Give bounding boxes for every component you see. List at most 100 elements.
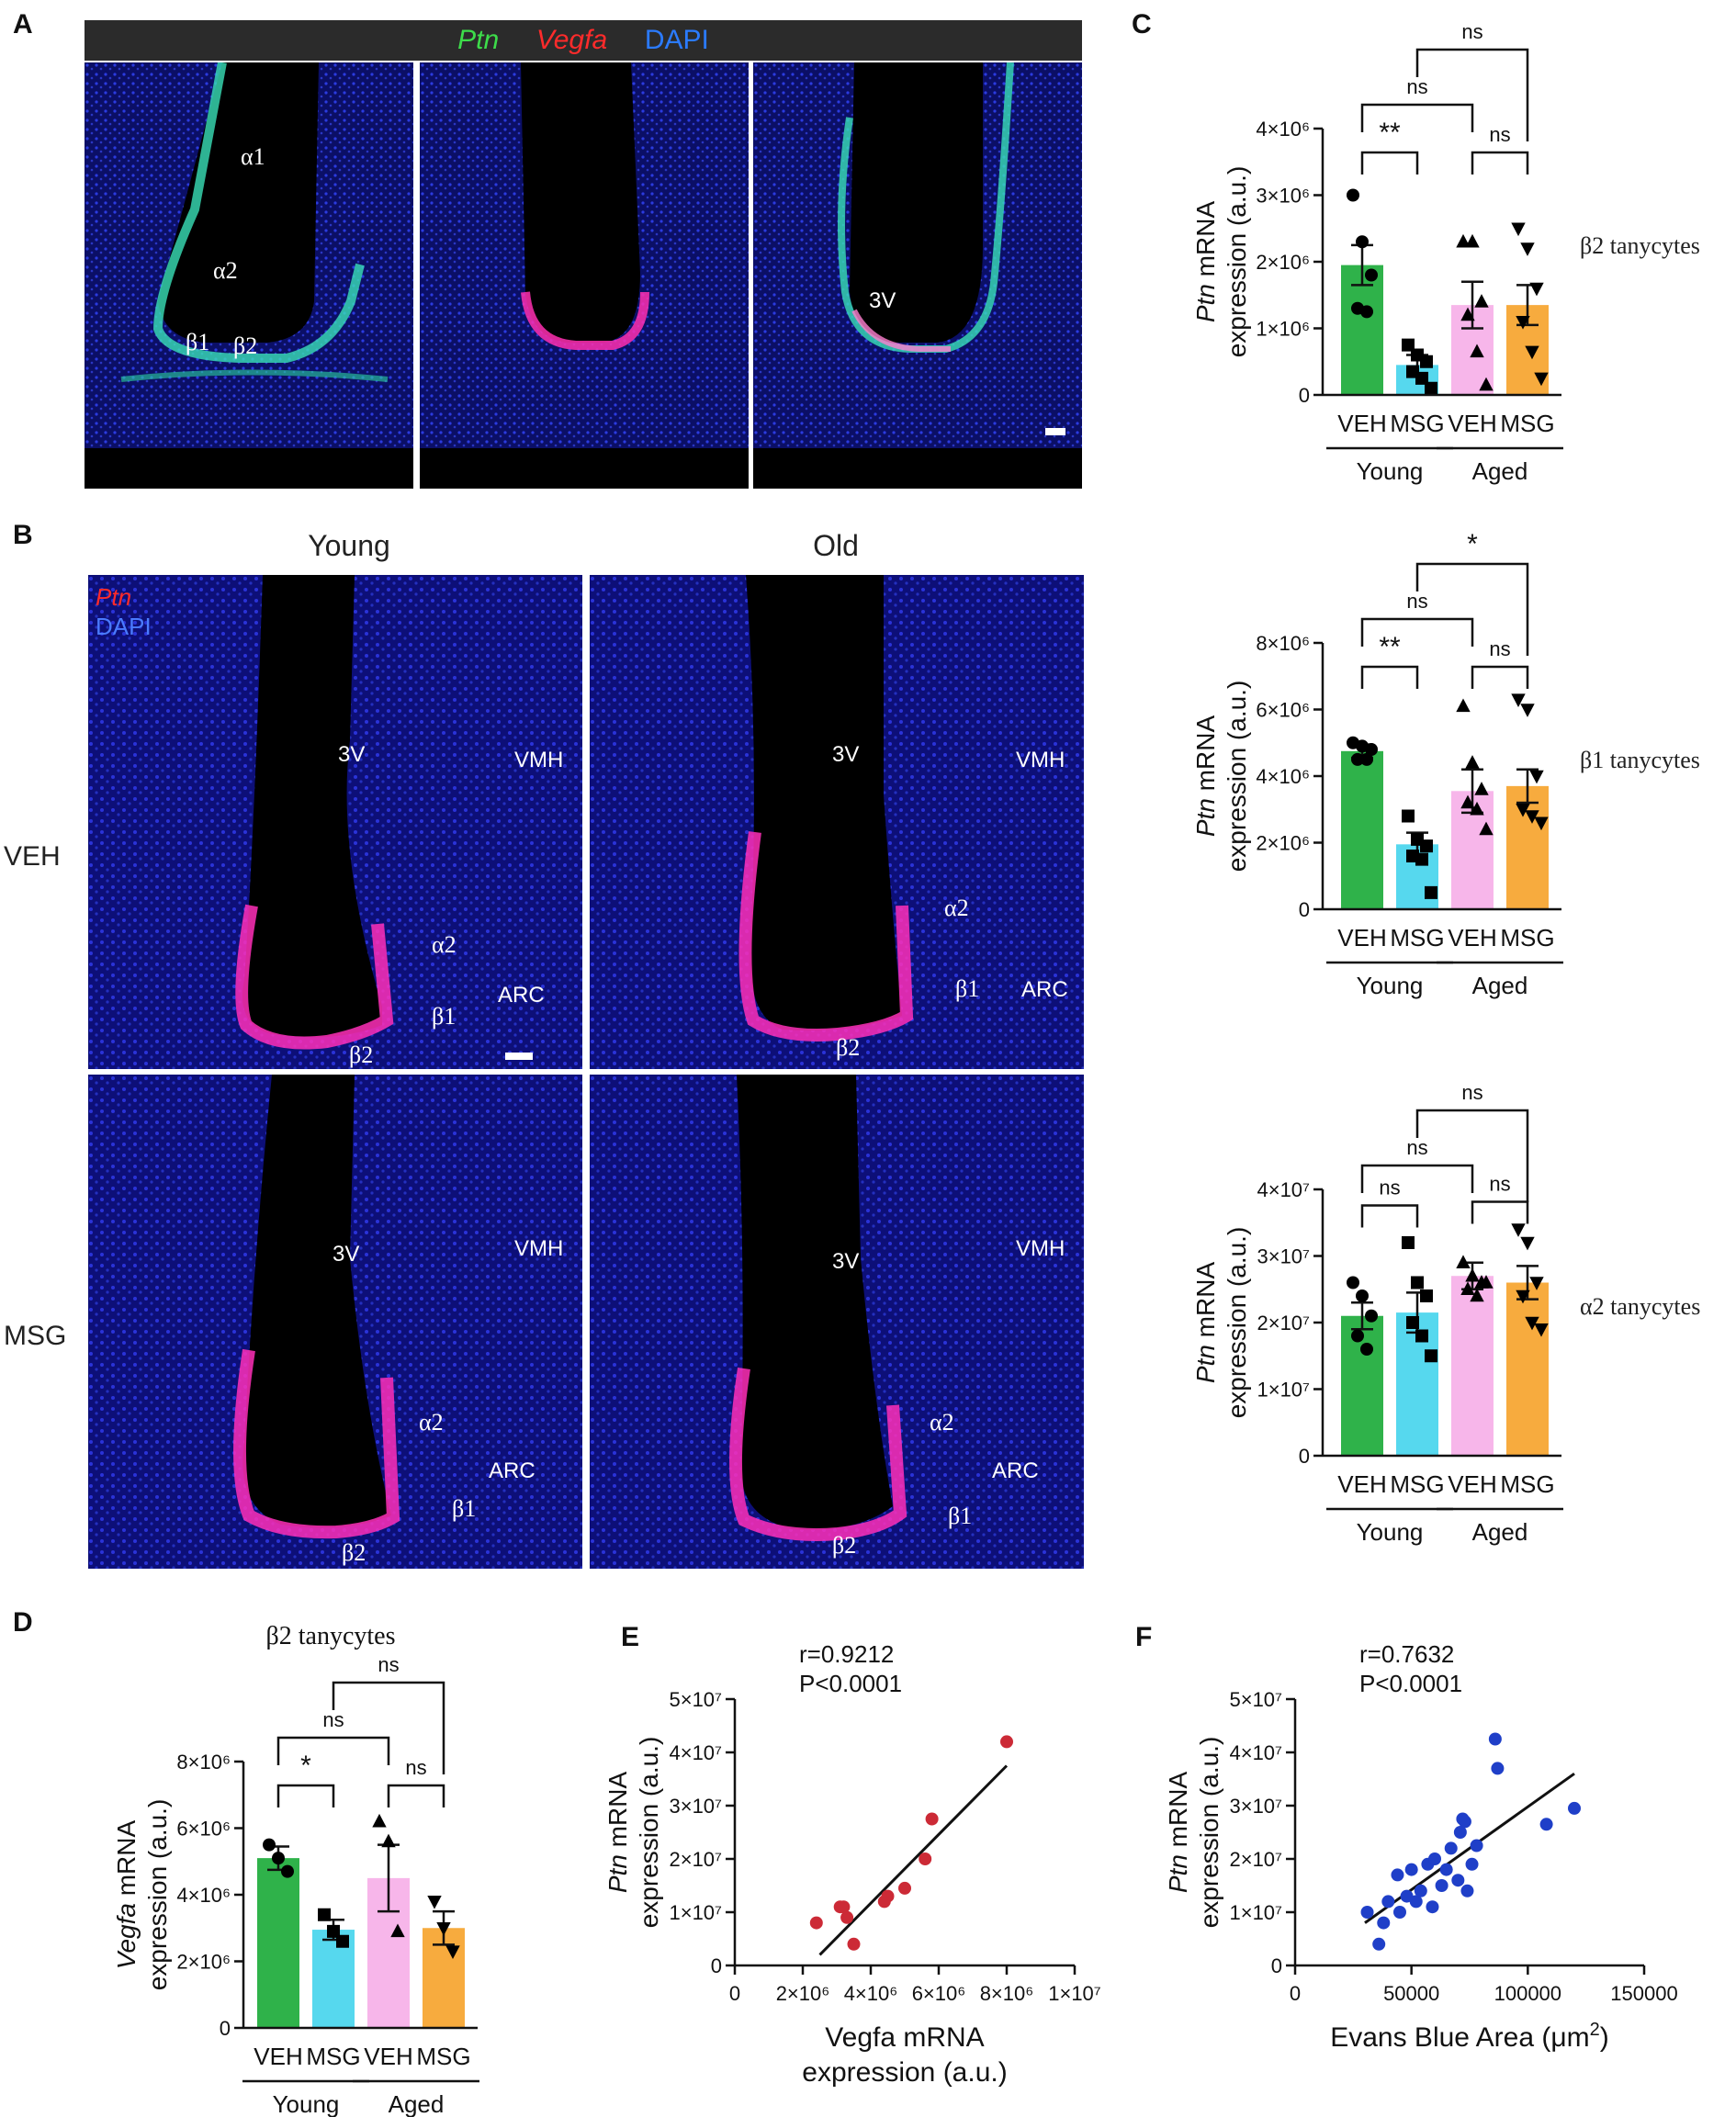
y-tick-label: 5×10⁷ — [1229, 1688, 1282, 1711]
label-alpha2: α2 — [419, 1409, 444, 1436]
label-alpha1: α1 — [241, 143, 265, 170]
data-point — [1400, 1889, 1414, 1903]
label-beta1: β1 — [452, 1495, 477, 1522]
label-3v: 3V — [338, 742, 366, 767]
label-alpha2: α2 — [944, 895, 969, 921]
data-point — [1393, 1906, 1406, 1919]
significance-bracket — [1360, 1164, 1474, 1193]
x-category-label: MSG — [1500, 410, 1554, 437]
data-point — [1525, 810, 1539, 824]
data-point — [1539, 1818, 1553, 1831]
label-beta1: β1 — [948, 1503, 973, 1529]
data-point — [445, 1945, 460, 1960]
data-point — [336, 1934, 349, 1948]
header-vegfa: Vegfa — [535, 25, 608, 55]
y-tick-label: 3×10⁷ — [1257, 1245, 1310, 1268]
x-axis-label: Vegfa mRNA — [825, 2022, 984, 2053]
x-axis-label: Evans Blue Area (μm2) — [1330, 2020, 1609, 2053]
y-axis-label: Ptn mRNA — [1191, 715, 1220, 838]
significance-bracket — [1415, 48, 1529, 141]
x-category-label: MSG — [306, 2043, 360, 2070]
data-point — [1511, 1223, 1526, 1237]
significance-label: ns — [1406, 590, 1427, 613]
data-point — [1479, 821, 1494, 836]
label-alpha2: α2 — [930, 1409, 954, 1436]
data-point — [1460, 794, 1475, 809]
panel-letter-d: D — [13, 1607, 33, 1638]
y-tick-label: 0 — [711, 1954, 722, 1977]
bar — [1451, 1276, 1494, 1456]
data-point — [1456, 698, 1471, 713]
y-tick-label: 4×10⁶ — [176, 1884, 231, 1907]
data-point — [1474, 294, 1489, 308]
data-point — [1525, 1316, 1539, 1331]
data-point — [1365, 743, 1378, 756]
x-category-label: MSG — [1500, 924, 1554, 952]
data-point — [1372, 1937, 1386, 1951]
data-point — [1391, 1868, 1404, 1882]
tanycyte-label: β2 tanycytes — [1580, 232, 1700, 259]
group-label: Young — [1357, 972, 1424, 999]
data-point — [1491, 1762, 1505, 1775]
x-category-label: VEH — [1448, 410, 1496, 437]
data-point — [1460, 1884, 1474, 1897]
x-category-label: VEH — [1337, 410, 1386, 437]
data-point — [1529, 1277, 1544, 1290]
micrograph-a-merge — [753, 62, 1082, 489]
y-tick-label: 6×10⁶ — [176, 1818, 231, 1841]
data-point — [390, 1923, 405, 1938]
y-tick-label: 2×10⁷ — [1229, 1848, 1282, 1871]
significance-bracket — [1471, 665, 1529, 689]
significance-label: ** — [1379, 118, 1401, 148]
scatter-chart-f: 0 1×10⁷ 2×10⁷ 3×10⁷ 4×10⁷ 5×10⁷ 0 50000 100000 15… — [1139, 1640, 1727, 2112]
annotation-p: P<0.0001 — [1359, 1670, 1462, 1697]
label-vmh: VMH — [1016, 1236, 1065, 1261]
label-alpha2: α2 — [432, 931, 457, 958]
label-beta2: β2 — [836, 1034, 861, 1061]
data-point — [272, 1852, 285, 1865]
y-tick-label: 0 — [1299, 898, 1310, 921]
significance-bracket — [276, 1784, 335, 1807]
data-point — [1470, 1839, 1483, 1852]
col-label-young: Young — [308, 529, 390, 562]
data-point — [1415, 371, 1428, 385]
data-point — [1460, 1281, 1475, 1296]
significance-bracket — [1471, 151, 1529, 175]
significance-label: ns — [405, 1756, 426, 1779]
data-point — [1435, 1879, 1449, 1892]
data-point — [1420, 355, 1433, 368]
y-tick-label: 1×10⁶ — [1256, 318, 1310, 341]
chart-svg: 0 1×10⁷ 2×10⁷ 3×10⁷ 4×10⁷ Ptn mRNA expression … — [1191, 1081, 1563, 1546]
row-label-msg: MSG — [4, 1321, 67, 1351]
data-point — [840, 1910, 854, 1924]
data-point — [837, 1900, 851, 1914]
x-tick-label: 4×10⁶ — [844, 1982, 898, 2005]
label-beta2: β2 — [342, 1539, 366, 1566]
y-tick-label: 1×10⁷ — [1229, 1901, 1282, 1924]
chart-svg: 0 2×10⁶ 4×10⁶ 6×10⁶ 8×10⁶ Vegfa mRNA expressio… — [112, 1622, 479, 2117]
y-tick-label: 2×10⁷ — [1257, 1312, 1310, 1334]
y-axis-label-line2: expression (a.u.) — [1223, 1227, 1251, 1419]
data-point — [1420, 1289, 1433, 1302]
chart-title: β2 tanycytes — [266, 1622, 396, 1650]
x-category-label: MSG — [1390, 410, 1444, 437]
y-tick-label: 4×10⁷ — [1257, 1178, 1310, 1201]
data-point — [1479, 1275, 1494, 1289]
data-point — [1534, 1323, 1549, 1337]
data-point — [1456, 1255, 1471, 1269]
significance-label: ns — [1489, 1173, 1510, 1196]
panel-letter-f: F — [1135, 1622, 1153, 1652]
data-point — [1402, 1236, 1415, 1249]
y-tick-label: 0 — [1271, 1954, 1282, 1977]
label-beta2: β2 — [233, 332, 258, 359]
data-point — [1356, 235, 1369, 249]
y-tick-label: 6×10⁶ — [1256, 699, 1310, 722]
data-point — [1360, 752, 1373, 766]
tanycyte-label: β1 tanycytes — [1580, 747, 1700, 773]
y-axis-label-text: mRNA — [603, 1772, 632, 1855]
x-axis-label-sup: 2 — [1590, 2020, 1600, 2040]
x-category-label: VEH — [1337, 924, 1386, 952]
bar — [1341, 750, 1383, 909]
label-vmh: VMH — [514, 1236, 564, 1261]
significance-bracket — [1360, 665, 1419, 689]
